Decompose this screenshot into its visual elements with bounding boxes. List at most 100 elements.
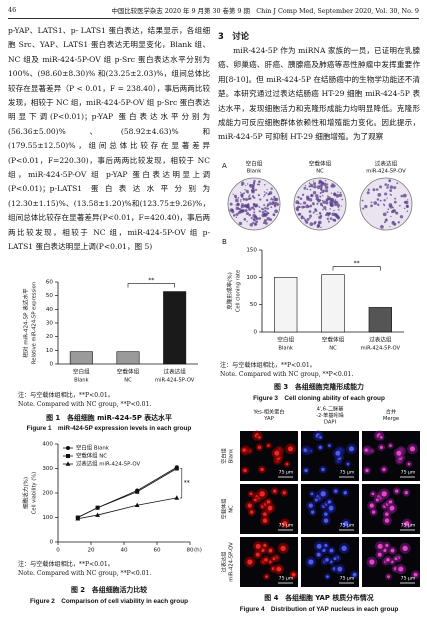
x-tick-label: NC — [124, 378, 132, 384]
colony — [274, 209, 278, 214]
colony — [389, 205, 393, 209]
nucleus — [389, 505, 395, 511]
colony — [399, 204, 401, 207]
nucleus — [328, 444, 331, 447]
row-label: 空载体组 — [220, 499, 228, 520]
colony — [272, 202, 275, 204]
colony — [309, 183, 314, 188]
x-tick-label: NC — [329, 346, 337, 352]
colony — [240, 195, 244, 198]
colony — [313, 185, 317, 189]
colony — [336, 216, 341, 220]
x-tick-label: 过表达组 — [163, 368, 186, 376]
legend-marker — [65, 461, 71, 466]
nucleus — [364, 448, 368, 452]
bar — [163, 291, 187, 365]
colony — [330, 192, 333, 194]
y-tick-label: 20 — [46, 334, 54, 340]
colony — [325, 201, 329, 205]
nucleus — [380, 436, 383, 439]
colony — [321, 194, 324, 197]
colony — [380, 225, 384, 229]
nucleus — [304, 468, 308, 473]
colony — [305, 220, 309, 224]
nucleus — [260, 467, 264, 472]
marker — [75, 516, 81, 521]
page-number: 46 — [8, 6, 17, 14]
colony — [393, 200, 397, 204]
y-tick-label: 50 — [46, 293, 54, 299]
colony — [269, 202, 272, 206]
x-tick-label: miR-424-5P-OV — [155, 378, 195, 384]
colony — [235, 204, 237, 206]
colony — [406, 206, 409, 209]
colony — [324, 180, 327, 182]
colony — [392, 221, 395, 223]
colony — [312, 211, 315, 214]
x-tick-label: Blank — [74, 378, 88, 384]
column-label: DAPI — [324, 420, 337, 426]
figure-caption: Figure 4 Distribution of YAP nucleus in … — [239, 606, 399, 613]
colony — [313, 182, 317, 186]
nucleus — [255, 543, 261, 549]
x-tick-label: 空载体组 — [322, 336, 345, 344]
legend-label: 空载体组 NC — [76, 452, 107, 460]
colony — [320, 226, 322, 229]
colony — [264, 207, 267, 210]
bar — [321, 274, 345, 333]
y-tick-label: 10 — [46, 348, 54, 354]
legend-label: 过表达组 miR-424-5P-OV — [76, 460, 141, 468]
x-tick-label: Blank — [278, 346, 292, 352]
colony — [246, 220, 248, 223]
nucleus — [398, 566, 404, 572]
nucleus — [409, 446, 416, 452]
nucleus — [320, 491, 326, 497]
colony — [271, 198, 274, 201]
y-tick-label: 300 — [42, 466, 53, 472]
colony — [337, 191, 339, 193]
x-tick-label: 空白组 — [277, 336, 294, 344]
colony — [406, 210, 409, 212]
colony — [273, 214, 276, 216]
colony — [235, 206, 240, 211]
bar — [274, 277, 298, 333]
colony — [258, 210, 261, 213]
nucleus — [316, 552, 321, 557]
nucleus — [285, 462, 289, 466]
colony — [251, 185, 255, 188]
colony — [334, 219, 337, 222]
colony — [329, 208, 331, 210]
colony — [235, 212, 239, 216]
nucleus — [267, 444, 270, 447]
nucleus — [274, 450, 280, 456]
colony — [377, 192, 382, 197]
colony — [395, 211, 399, 215]
nucleus — [262, 518, 268, 523]
colony — [249, 223, 254, 227]
nucleus — [308, 503, 313, 508]
colony — [310, 193, 314, 198]
colony — [403, 207, 406, 210]
colony — [370, 201, 373, 204]
nucleus — [276, 566, 282, 572]
plate — [359, 177, 413, 231]
nucleus — [390, 548, 395, 553]
row-label: 空白组 — [220, 448, 228, 464]
colony — [304, 219, 307, 222]
colony — [258, 183, 261, 186]
colony — [366, 191, 370, 195]
nucleus — [255, 552, 260, 557]
x-tick-label: 40 — [120, 548, 128, 554]
figure-note: 注：与空载体组相比，**P<0.01。 — [18, 561, 114, 568]
colony — [266, 207, 270, 210]
colony — [400, 194, 404, 198]
y-tick-label: 150 — [246, 248, 257, 254]
colony — [327, 195, 329, 197]
x-tick-label: 0 — [56, 548, 60, 554]
nucleus — [343, 491, 347, 495]
nucleus — [242, 448, 246, 452]
colony — [262, 208, 265, 211]
significance-bracket — [332, 266, 381, 271]
colony — [383, 199, 386, 202]
colony — [325, 208, 327, 211]
